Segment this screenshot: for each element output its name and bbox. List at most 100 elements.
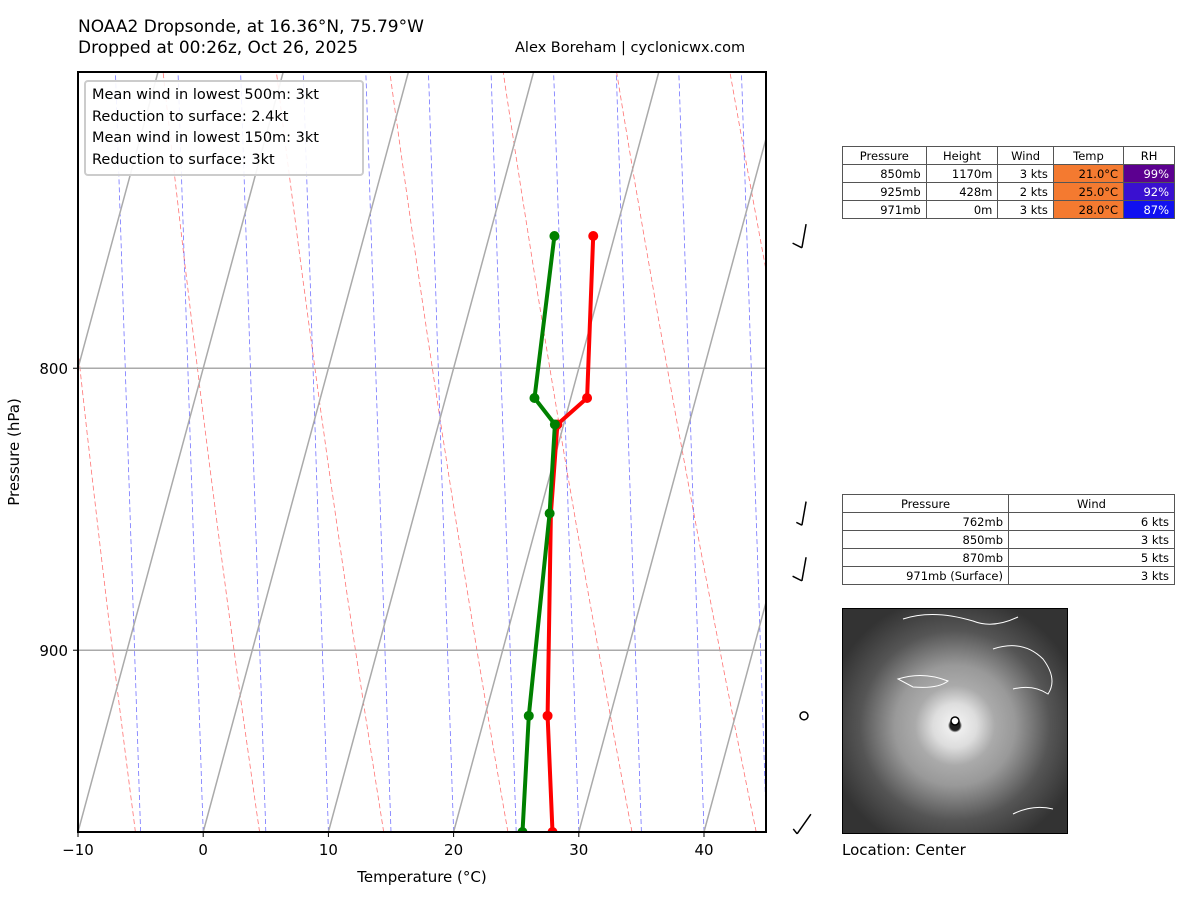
table-row: 925mb 428m 2 kts 25.0°C 92% <box>842 182 1175 201</box>
temperature-point <box>582 392 593 403</box>
temperature-point <box>542 710 553 721</box>
dry-adiabat <box>276 72 385 832</box>
moist-adiabat <box>490 72 517 832</box>
wind-table: Pressure Wind 762mb 6 kts 850mb 3 kts 870m… <box>842 494 1175 585</box>
dry-adiabat <box>78 346 136 832</box>
cell: 850mb <box>842 164 927 183</box>
moist-adiabat <box>678 72 705 832</box>
location-label: Location: Center <box>842 841 966 859</box>
cell: 850mb <box>842 530 1009 549</box>
cell: 3 kts <box>1008 530 1175 549</box>
x-tick-label: 40 <box>694 841 713 859</box>
cell: 971mb (Surface) <box>842 566 1009 585</box>
cell: 428m <box>925 182 999 201</box>
dewpoint-point <box>529 392 540 403</box>
dry-adiabat <box>502 72 633 832</box>
dry-adiabat <box>1183 72 1187 832</box>
wind-barb-icon <box>792 813 812 835</box>
moist-adiabat <box>302 72 329 832</box>
satellite-overlay <box>896 613 1054 815</box>
barb-flag <box>792 575 803 582</box>
moist-adiabat <box>428 72 454 832</box>
x-tick-label: 10 <box>319 841 338 859</box>
barb-staff <box>801 557 807 582</box>
temp-cell: 25.0°C <box>1052 182 1125 201</box>
isotherm <box>327 72 535 832</box>
header-cell: Pressure <box>842 146 927 165</box>
credit: Alex Boreham | cyclonicwx.com <box>515 40 746 56</box>
isotherm <box>202 72 410 832</box>
header-cell: Wind <box>997 146 1054 165</box>
barb-staff <box>796 813 812 835</box>
isotherm <box>703 599 766 832</box>
center-marker <box>950 716 960 726</box>
cell: 971mb <box>842 200 927 219</box>
dry-adiabat <box>162 72 260 832</box>
header-cell: Temp <box>1052 146 1125 165</box>
y-tick-label: 800 <box>39 360 68 378</box>
rh-cell: 99% <box>1123 164 1175 183</box>
moist-adiabat <box>741 72 766 826</box>
y-tick-label: 900 <box>39 642 68 660</box>
x-tick-label: 20 <box>444 841 463 859</box>
cell: 3 kts <box>997 164 1054 183</box>
cell: 6 kts <box>1008 512 1175 531</box>
x-axis-label: Temperature (°C) <box>356 868 486 886</box>
temperature-point <box>588 230 599 241</box>
x-tick-label: −10 <box>62 841 94 859</box>
temp-cell: 28.0°C <box>1052 200 1125 219</box>
header-cell: RH <box>1123 146 1175 165</box>
plot-area <box>78 72 1187 832</box>
x-tick-label: 30 <box>569 841 588 859</box>
dewpoint-point <box>544 508 555 519</box>
dewpoint-point <box>549 230 560 241</box>
moist-adiabat <box>115 72 141 832</box>
cell: 925mb <box>842 182 927 201</box>
cell: 3 kts <box>1008 566 1175 585</box>
title-line-1: NOAA2 Dropsonde, at 16.36°N, 75.79°W <box>78 17 424 37</box>
wind-barb-icon <box>795 501 807 526</box>
temp-cell: 21.0°C <box>1052 164 1125 183</box>
cell: 1170m <box>925 164 999 183</box>
moist-adiabat <box>177 72 204 832</box>
plot-frame <box>77 71 767 833</box>
x-tick-label: 0 <box>198 841 208 859</box>
moist-adiabat <box>78 819 79 832</box>
wind-barb-icon <box>792 224 807 249</box>
legend-line: Reduction to surface: 2.4kt <box>92 108 289 125</box>
dewpoint-line <box>520 235 557 832</box>
wind-barb-icon <box>792 557 807 582</box>
table-row: 971mb 0m 3 kts 28.0°C 87% <box>842 200 1175 219</box>
title-line-2: Dropped at 00:26z, Oct 26, 2025 <box>78 38 359 58</box>
satellite-image <box>842 608 1068 834</box>
barb-flag <box>795 521 803 526</box>
cell: 0m <box>925 200 999 219</box>
moist-adiabat <box>615 72 642 832</box>
barb-staff <box>801 224 807 248</box>
legend-line: Mean wind in lowest 500m: 3kt <box>92 87 319 103</box>
temperature-line <box>545 235 596 832</box>
rh-cell: 87% <box>1123 200 1175 219</box>
rh-cell: 92% <box>1123 182 1175 201</box>
legend-line: Reduction to surface: 3kt <box>92 151 275 168</box>
cell: 5 kts <box>1008 548 1175 567</box>
isotherm <box>78 72 159 372</box>
moist-adiabat <box>365 72 392 832</box>
table-row: 850mb 1170m 3 kts 21.0°C 99% <box>842 164 1175 183</box>
y-axis-label: Pressure (hPa) <box>5 398 23 506</box>
moist-adiabat <box>240 72 267 832</box>
calm-wind-icon <box>799 711 809 721</box>
legend-box: Mean wind in lowest 500m: 3kt Reduction … <box>84 80 364 176</box>
header-cell: Pressure <box>842 494 1009 513</box>
dry-adiabat <box>616 72 757 832</box>
dry-adiabat <box>389 72 509 832</box>
cell: 870mb <box>842 548 1009 567</box>
legend-line: Mean wind in lowest 150m: 3kt <box>92 130 319 146</box>
level-table: Pressure Height Wind Temp RH 850mb 1170m… <box>842 146 1175 219</box>
dewpoint-point <box>523 710 534 721</box>
cell: 2 kts <box>997 182 1054 201</box>
cell: 3 kts <box>997 200 1054 219</box>
table-row: 850mb 3 kts <box>842 530 1175 549</box>
chart-title: NOAA2 Dropsonde, at 16.36°N, 75.79°W Dro… <box>78 17 424 59</box>
